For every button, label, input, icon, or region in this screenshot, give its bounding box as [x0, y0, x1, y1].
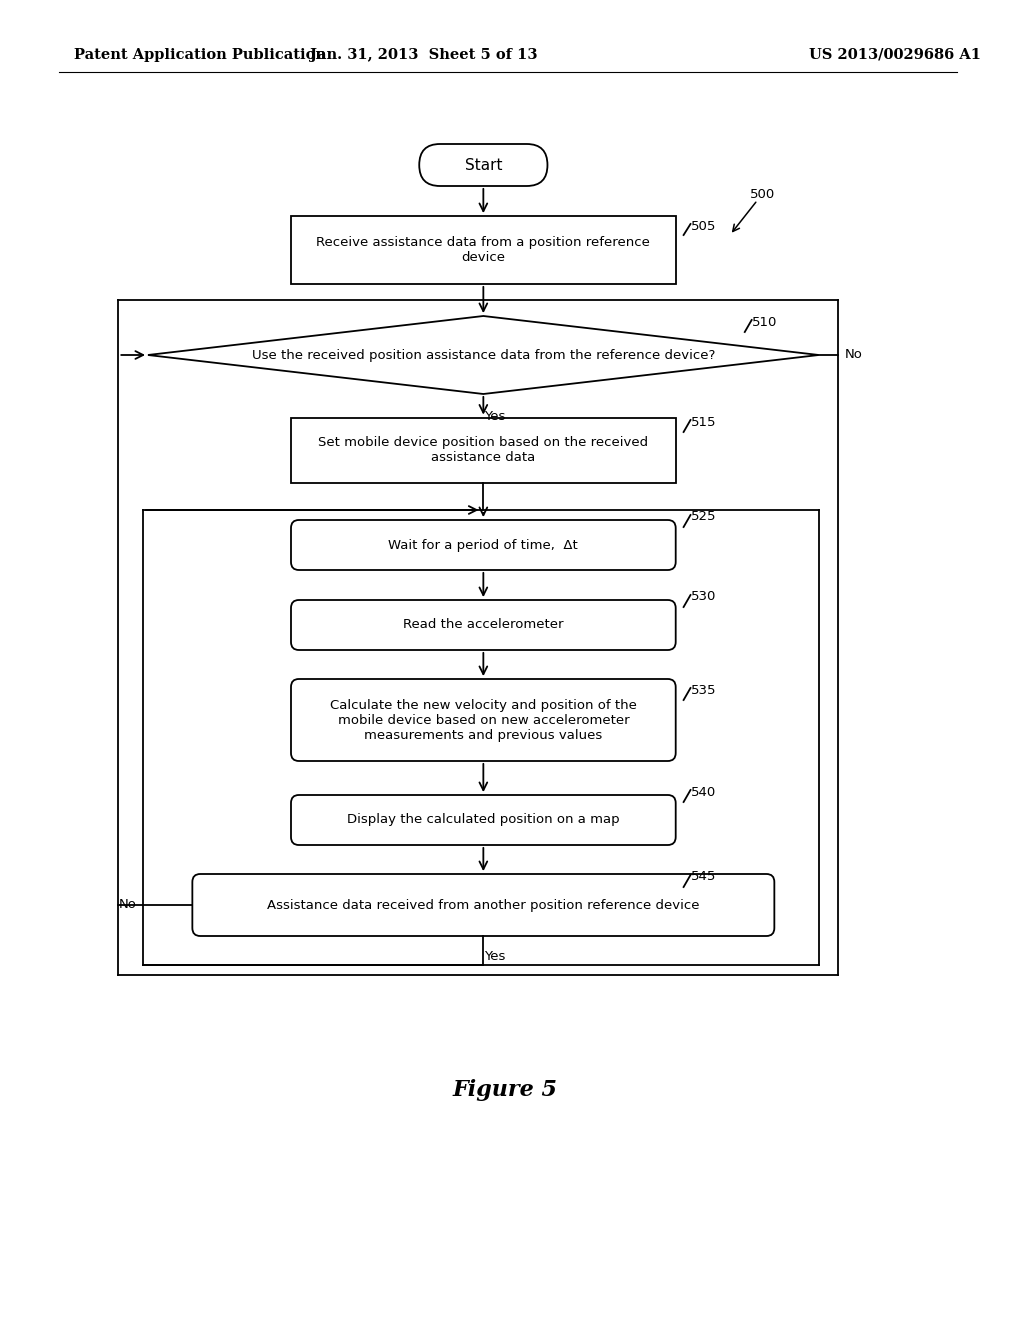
Text: Read the accelerometer: Read the accelerometer — [403, 619, 563, 631]
Text: Set mobile device position based on the received
assistance data: Set mobile device position based on the … — [318, 436, 648, 465]
Text: 540: 540 — [690, 785, 716, 799]
Text: Wait for a period of time,  Δt: Wait for a period of time, Δt — [388, 539, 579, 552]
FancyBboxPatch shape — [419, 144, 548, 186]
Text: Calculate the new velocity and position of the
mobile device based on new accele: Calculate the new velocity and position … — [330, 698, 637, 742]
Text: Display the calculated position on a map: Display the calculated position on a map — [347, 813, 620, 826]
Text: 510: 510 — [752, 315, 777, 329]
Text: US 2013/0029686 A1: US 2013/0029686 A1 — [809, 48, 981, 62]
FancyBboxPatch shape — [291, 520, 676, 570]
Text: Receive assistance data from a position reference
device: Receive assistance data from a position … — [316, 236, 650, 264]
FancyBboxPatch shape — [291, 601, 676, 649]
Text: 530: 530 — [690, 590, 716, 603]
Text: 535: 535 — [690, 684, 716, 697]
FancyBboxPatch shape — [291, 216, 676, 284]
Text: Jan. 31, 2013  Sheet 5 of 13: Jan. 31, 2013 Sheet 5 of 13 — [310, 48, 538, 62]
Text: Use the received position assistance data from the reference device?: Use the received position assistance dat… — [252, 348, 715, 362]
Text: Yes: Yes — [484, 411, 506, 422]
Text: Figure 5: Figure 5 — [453, 1078, 557, 1101]
Text: 525: 525 — [690, 511, 716, 524]
Text: 500: 500 — [750, 189, 775, 202]
FancyBboxPatch shape — [291, 417, 676, 483]
Text: Start: Start — [465, 157, 502, 173]
Polygon shape — [147, 315, 819, 393]
Text: 545: 545 — [690, 870, 716, 883]
FancyBboxPatch shape — [193, 874, 774, 936]
FancyBboxPatch shape — [291, 678, 676, 762]
Text: Patent Application Publication: Patent Application Publication — [74, 48, 326, 62]
Text: Yes: Yes — [484, 950, 506, 964]
Text: Assistance data received from another position reference device: Assistance data received from another po… — [267, 899, 699, 912]
FancyBboxPatch shape — [291, 795, 676, 845]
Text: No: No — [845, 348, 862, 362]
Text: 515: 515 — [690, 416, 716, 429]
Text: No: No — [119, 899, 137, 912]
Text: 505: 505 — [690, 219, 716, 232]
